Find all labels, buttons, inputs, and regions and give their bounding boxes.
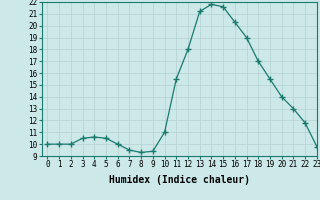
X-axis label: Humidex (Indice chaleur): Humidex (Indice chaleur) [109,175,250,185]
